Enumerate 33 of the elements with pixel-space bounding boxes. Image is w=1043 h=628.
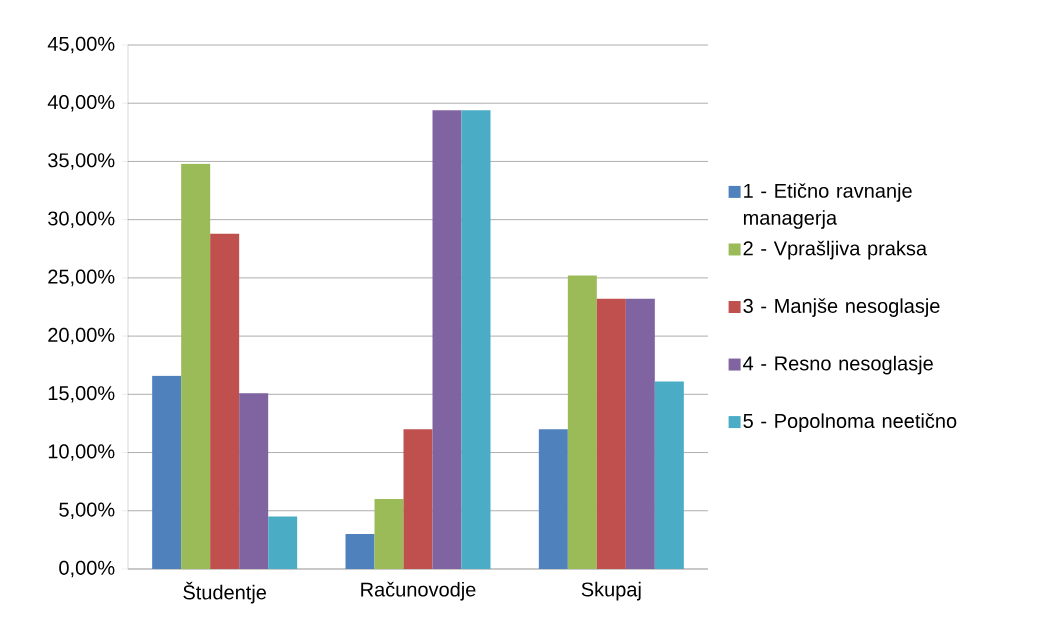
legend-label: 3 - Manjše nesoglasje bbox=[743, 298, 940, 317]
bar bbox=[403, 429, 433, 569]
y-tick-label: 40,00% bbox=[47, 94, 115, 112]
bar bbox=[239, 393, 269, 569]
y-tick-label: 15,00% bbox=[48, 386, 115, 403]
legend-label: 1 - Etično ravnanje managerja bbox=[743, 183, 912, 229]
bar bbox=[210, 233, 240, 569]
y-tick-label: 30,00% bbox=[48, 211, 115, 228]
y-tick-label: 0,00% bbox=[59, 560, 115, 578]
bar bbox=[152, 375, 182, 569]
bar bbox=[538, 429, 568, 569]
y-tick-label: 5,00% bbox=[59, 502, 115, 520]
bar bbox=[374, 499, 404, 569]
bar bbox=[654, 381, 684, 569]
bar bbox=[567, 275, 597, 569]
bar bbox=[345, 534, 375, 569]
legend-label: 5 - Popolnoma neetično bbox=[743, 413, 957, 433]
x-tick-label: Študentje bbox=[183, 581, 267, 604]
y-tick-label: 20,00% bbox=[48, 327, 115, 345]
y-tick-label: 25,00% bbox=[48, 269, 115, 287]
bar bbox=[596, 298, 626, 569]
y-tick-label: 35,00% bbox=[48, 153, 115, 170]
bar bbox=[181, 163, 211, 569]
legend-label: 2 - Vprašljiva praksa bbox=[743, 240, 928, 260]
bar bbox=[432, 110, 462, 569]
bar bbox=[268, 516, 298, 569]
legend-label: 4 - Resno nesoglasje bbox=[743, 355, 933, 375]
bar bbox=[461, 110, 491, 569]
x-tick-label: Skupaj bbox=[581, 581, 641, 601]
x-tick-label: Računovodje bbox=[361, 581, 476, 601]
bar bbox=[625, 298, 655, 569]
y-tick-label: 10,00% bbox=[48, 444, 115, 461]
y-tick-label: 45,00% bbox=[47, 36, 115, 54]
